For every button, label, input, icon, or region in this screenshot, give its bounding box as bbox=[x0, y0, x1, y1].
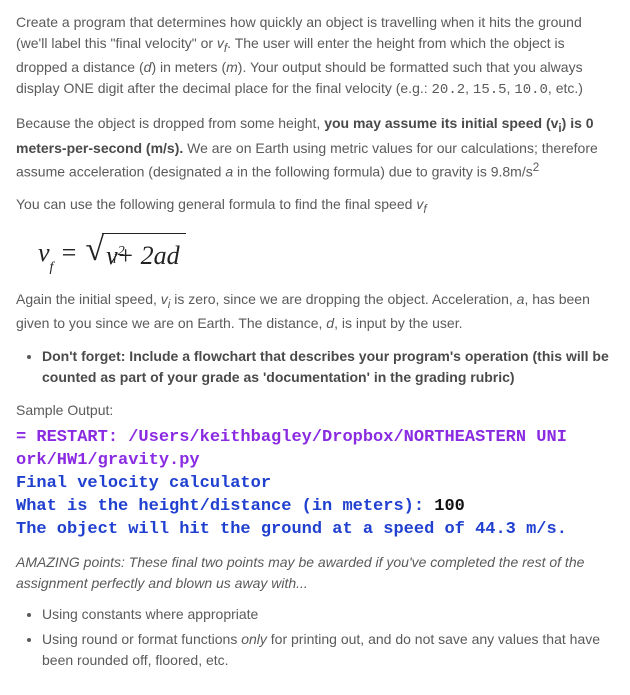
text: Using round or format functions bbox=[42, 631, 241, 647]
var-vf: vf bbox=[416, 196, 426, 212]
emphasis: only bbox=[241, 631, 267, 647]
formula-sqrt: √ v2i + 2ad bbox=[85, 233, 185, 275]
list-item: Using round or format functions only for… bbox=[42, 629, 614, 671]
var-a: a bbox=[225, 163, 233, 179]
output-line: The object will hit the ground at a spee… bbox=[16, 520, 567, 539]
velocity-formula: vf = √ v2i + 2ad bbox=[38, 233, 614, 275]
text: , etc.) bbox=[548, 80, 583, 96]
output-line: What is the height/distance (in meters): bbox=[16, 497, 434, 516]
var-vf: vf bbox=[217, 35, 227, 51]
example-value: 20.2 bbox=[432, 82, 466, 98]
example-value: 15.5 bbox=[473, 82, 507, 98]
amazing-list: Using constants where appropriate Using … bbox=[16, 604, 614, 671]
amazing-points: AMAZING points: These final two points m… bbox=[16, 552, 614, 594]
text: ) in meters ( bbox=[151, 59, 226, 75]
text: Again the initial speed, bbox=[16, 291, 161, 307]
output-line: = RESTART: /Users/keithbagley/Dropbox/NO… bbox=[16, 428, 567, 447]
formula-lhs: vf = bbox=[38, 233, 77, 274]
text: You can use the following general formul… bbox=[16, 196, 416, 212]
output-user-input: 100 bbox=[434, 497, 465, 516]
superscript: 2 bbox=[533, 161, 539, 174]
sample-output-label: Sample Output: bbox=[16, 400, 614, 421]
text: , bbox=[465, 80, 473, 96]
var-m: m bbox=[226, 59, 238, 75]
output-line: ork/HW1/gravity.py bbox=[16, 451, 200, 470]
list-item: Using constants where appropriate bbox=[42, 604, 614, 625]
list-item: Don't forget: Include a flowchart that d… bbox=[42, 346, 614, 388]
text: in the following formula) due to gravity… bbox=[233, 163, 533, 179]
text: , is input by the user. bbox=[334, 315, 462, 331]
intro-paragraph: Create a program that determines how qui… bbox=[16, 12, 614, 101]
assumptions-paragraph: Because the object is dropped from some … bbox=[16, 113, 614, 182]
output-line: Final velocity calculator bbox=[16, 474, 271, 493]
requirement-list: Don't forget: Include a flowchart that d… bbox=[16, 346, 614, 388]
formula-intro: You can use the following general formul… bbox=[16, 194, 614, 218]
sample-output-block: = RESTART: /Users/keithbagley/Dropbox/NO… bbox=[16, 427, 614, 542]
example-value: 10.0 bbox=[514, 82, 548, 98]
text: Because the object is dropped from some … bbox=[16, 115, 324, 131]
var-vi: vi bbox=[161, 291, 171, 307]
formula-radicand: v2i + 2ad bbox=[102, 233, 185, 275]
text: is zero, since we are dropping the objec… bbox=[170, 291, 516, 307]
flowchart-requirement: Don't forget: Include a flowchart that d… bbox=[42, 348, 609, 385]
var-d: d bbox=[326, 315, 334, 331]
formula-explain: Again the initial speed, vi is zero, sin… bbox=[16, 289, 614, 334]
